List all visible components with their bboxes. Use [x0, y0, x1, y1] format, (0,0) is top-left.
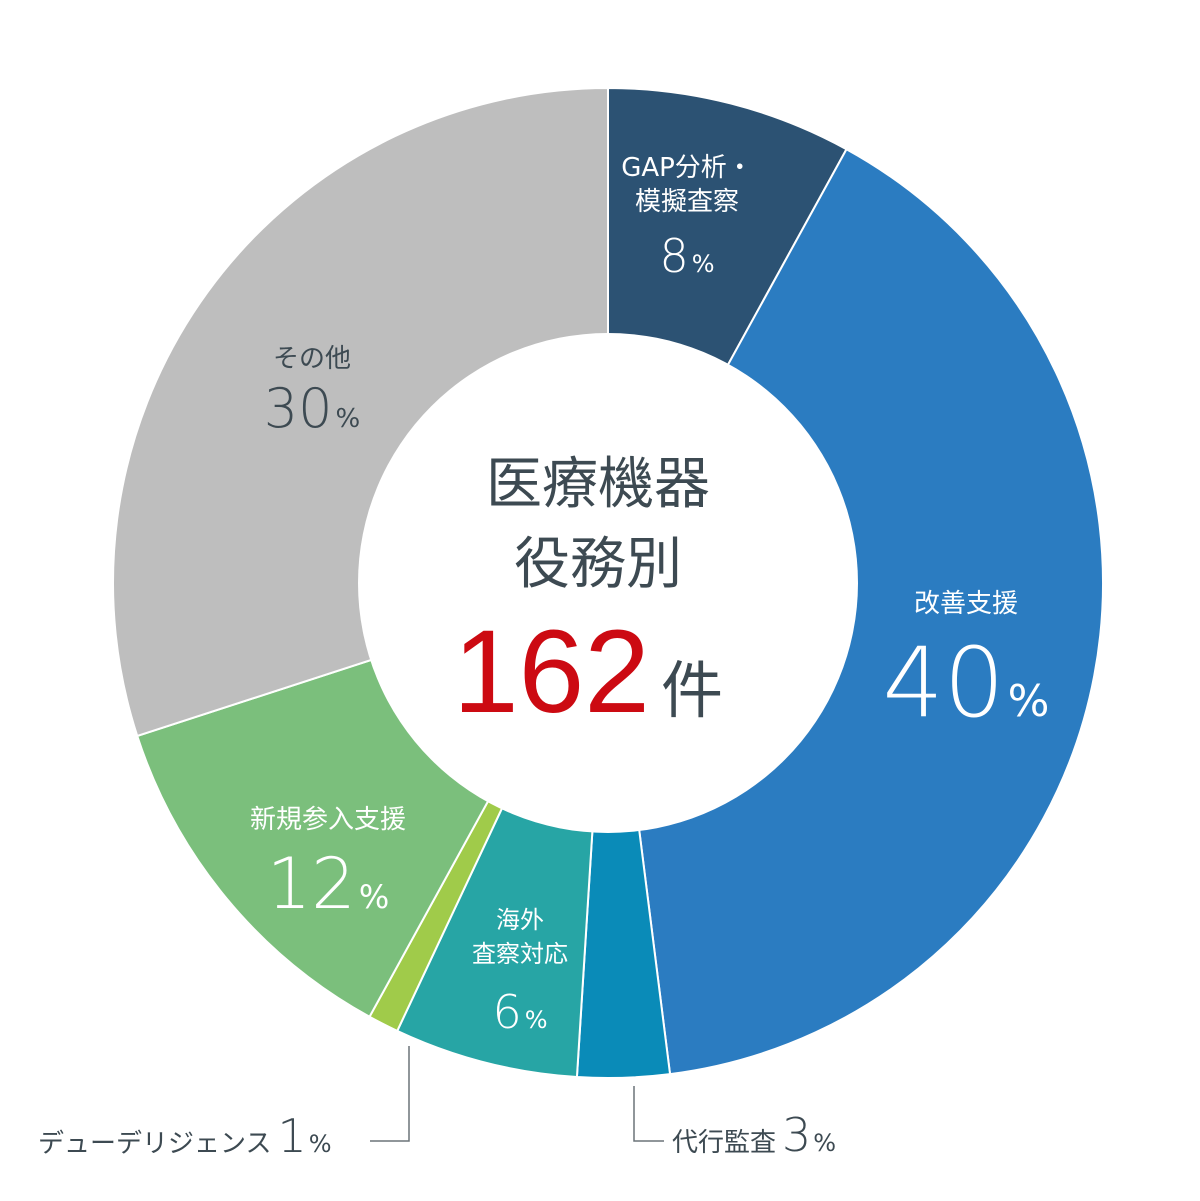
slice-percent-6: %	[336, 404, 361, 434]
slice-name-3-line-1: 査察対応	[472, 940, 568, 968]
slice-value-label-0: 8%	[659, 229, 714, 283]
slice-label-text-2: 代行監査 3%	[672, 1108, 836, 1162]
slice-name-5-line-0: 新規参入支援	[250, 805, 406, 835]
slice-name-1-line-0: 改善支援	[914, 589, 1018, 619]
center-total: 162 件	[453, 606, 723, 738]
slice-label-0: GAP分析・模擬査察 8%	[621, 153, 753, 283]
center-total-count: 162	[453, 606, 650, 738]
slice-name-2: 代行監査	[672, 1128, 776, 1158]
slice-percent-5: %	[359, 878, 389, 916]
callout-line-slice-4	[370, 1046, 410, 1142]
slice-value-6: 30	[264, 377, 333, 440]
slice-percent-3: %	[525, 1006, 548, 1034]
slice-label-1: 改善支援 40%	[883, 589, 1050, 739]
slice-percent-2: %	[813, 1129, 836, 1157]
slice-value-4: 1	[277, 1109, 306, 1163]
slice-value-label-1: 40%	[883, 627, 1050, 739]
callout-lines	[370, 1046, 664, 1142]
slice-value-2: 3	[782, 1108, 811, 1162]
slice-label-4: デューデリジェンス 1%	[38, 1109, 332, 1163]
slice-value-label-6: 30%	[264, 377, 360, 440]
slice-percent-0: %	[692, 250, 715, 278]
slice-name-6-line-0: その他	[273, 344, 351, 374]
center-label: 医療機器 役務別 162 件	[453, 452, 723, 738]
slice-label-2: 代行監査 3%	[672, 1108, 836, 1162]
center-title-line-2: 役務別	[514, 532, 682, 597]
slice-value-1: 40	[883, 627, 1005, 739]
slice-name-3-line-0: 海外	[496, 906, 544, 934]
slice-percent-1: %	[1008, 676, 1050, 727]
callout-line-slice-2	[633, 1086, 664, 1142]
slice-label-5: 新規参入支援 12%	[250, 805, 406, 925]
slice-percent-4: %	[309, 1130, 332, 1158]
center-title-line-1: 医療機器	[486, 452, 710, 517]
slice-value-5: 12	[267, 843, 356, 925]
slice-name-0-line-1: 模擬査察	[635, 187, 739, 217]
slice-name-4: デューデリジェンス	[38, 1129, 271, 1159]
slice-value-0: 8	[659, 229, 688, 283]
slice-name-0-line-0: GAP分析・	[621, 153, 753, 183]
slice-value-3: 6	[492, 985, 521, 1039]
slice-value-label-3: 6%	[492, 985, 547, 1039]
slice-label-text-4: デューデリジェンス 1%	[38, 1109, 332, 1163]
slice-value-label-5: 12%	[267, 843, 389, 925]
center-total-unit: 件	[661, 654, 723, 727]
donut-hole	[358, 333, 858, 833]
